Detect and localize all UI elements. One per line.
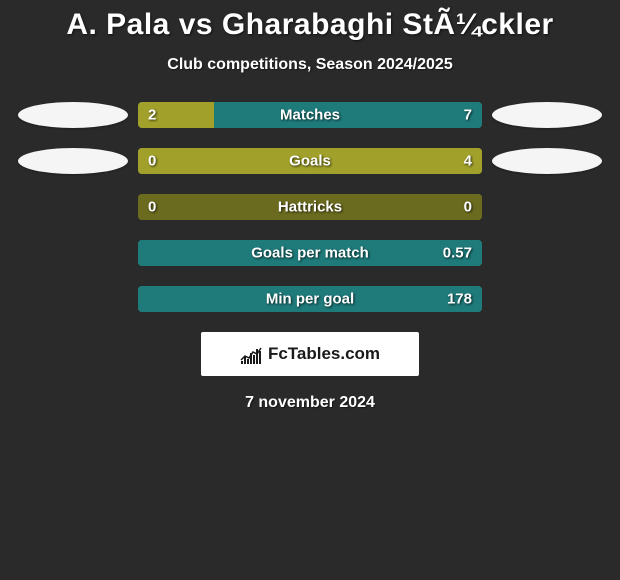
stat-label: Min per goal: [266, 291, 354, 308]
date-text: 7 november 2024: [0, 394, 620, 412]
stat-label: Hattricks: [278, 199, 342, 216]
stat-value-right: 7: [464, 107, 472, 124]
stat-label: Goals: [289, 153, 331, 170]
subtitle: Club competitions, Season 2024/2025: [0, 56, 620, 74]
player-left-marker: [18, 102, 128, 128]
stat-value-right: 0.57: [443, 245, 472, 262]
stat-bar: 0 4 Goals: [138, 148, 482, 174]
comparison-infographic: A. Pala vs Gharabaghi StÃ¼ckler Club com…: [0, 0, 620, 412]
stat-value-right: 4: [464, 153, 472, 170]
fctables-logo: FcTables.com: [201, 332, 419, 376]
stat-bar: 0.57 Goals per match: [138, 240, 482, 266]
stat-bar: 2 7 Matches: [138, 102, 482, 128]
stat-value-left: 0: [148, 199, 156, 216]
stat-label: Matches: [280, 107, 340, 124]
stat-row: 0.57 Goals per match: [0, 240, 620, 266]
stat-bar: 0 0 Hattricks: [138, 194, 482, 220]
stat-row: 2 7 Matches: [0, 102, 620, 128]
stat-value-left: 2: [148, 107, 156, 124]
stat-row: 178 Min per goal: [0, 286, 620, 312]
stat-row: 0 0 Hattricks: [0, 194, 620, 220]
stat-row: 0 4 Goals: [0, 148, 620, 174]
logo-text: FcTables.com: [268, 344, 380, 364]
chart-icon: [240, 344, 262, 364]
stat-bar: 178 Min per goal: [138, 286, 482, 312]
page-title: A. Pala vs Gharabaghi StÃ¼ckler: [0, 8, 620, 42]
stat-value-right: 0: [464, 199, 472, 216]
player-right-marker: [492, 102, 602, 128]
stat-value-right: 178: [447, 291, 472, 308]
bar-fill-right: [214, 102, 482, 128]
player-right-marker: [492, 148, 602, 174]
stat-label: Goals per match: [251, 245, 369, 262]
player-left-marker: [18, 148, 128, 174]
stat-value-left: 0: [148, 153, 156, 170]
